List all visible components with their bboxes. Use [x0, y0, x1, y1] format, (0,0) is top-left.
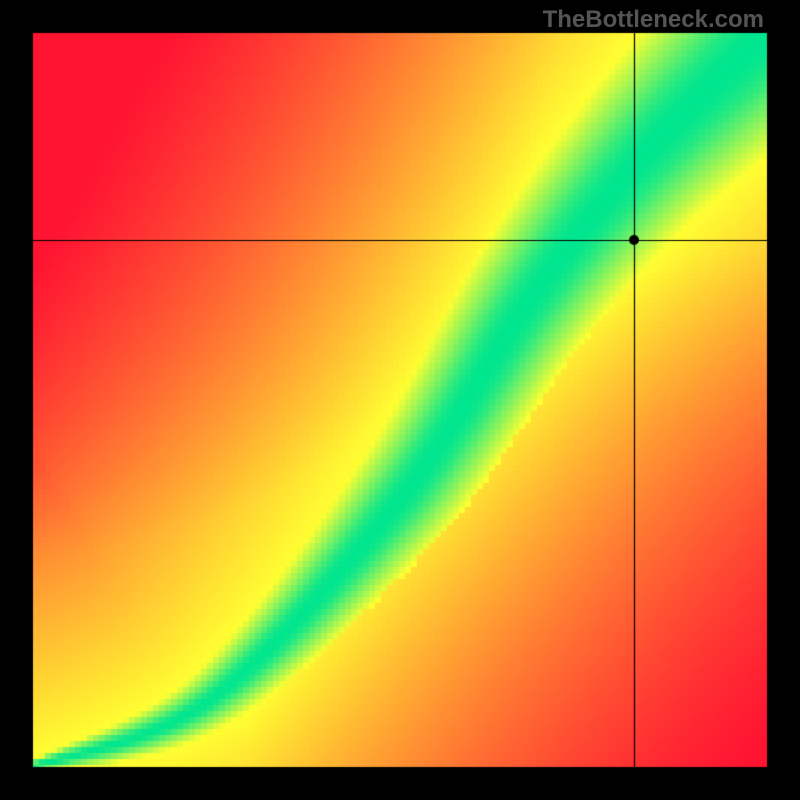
- heatmap-canvas: [0, 0, 800, 800]
- watermark-text: TheBottleneck.com: [543, 6, 764, 34]
- chart-container: TheBottleneck.com: [0, 0, 800, 800]
